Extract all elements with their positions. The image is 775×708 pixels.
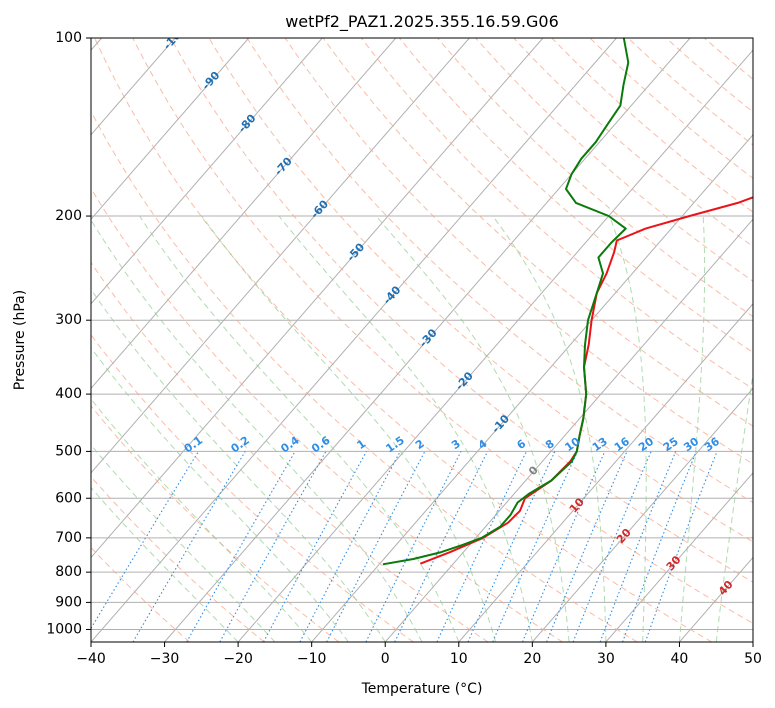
dry-adiabat-line — [170, 38, 753, 583]
dry-adiabat-line — [91, 333, 414, 642]
isotherm-gridline — [91, 38, 397, 390]
dry-adiabat-line — [399, 38, 753, 354]
moist-adiabat-line — [715, 370, 753, 642]
moist-adiabat-line — [91, 288, 386, 642]
mixing-ratio-line — [436, 451, 527, 642]
chart-title: wetPf2_PAZ1.2025.355.16.59.G06 — [285, 12, 559, 32]
mixing-ratio-line — [186, 451, 296, 642]
isotherm-gridline — [91, 38, 617, 642]
mixing-ratio-line — [492, 451, 579, 642]
isotherm-gridline — [164, 38, 691, 642]
dry-adiabat-line — [513, 38, 753, 248]
x-tick-label: −20 — [223, 651, 253, 667]
mixing-ratio-label: 0.4 — [278, 433, 302, 455]
x-tick-label: 40 — [671, 651, 689, 667]
dry-adiabat-line — [94, 38, 713, 642]
moist-adiabat-line — [91, 398, 313, 642]
mixing-ratio-label: 0.1 — [182, 434, 205, 456]
dry-adiabat-line — [703, 38, 753, 80]
mixing-ratio-line — [394, 451, 489, 642]
moist-adiabat-line — [91, 219, 423, 642]
mixing-ratio-label: 1 — [355, 437, 369, 452]
mixing-ratio-line — [263, 451, 367, 642]
dewpoint-profile-line — [382, 38, 630, 566]
moist-adiabat-line — [375, 215, 570, 642]
y-tick-label: 800 — [55, 564, 82, 580]
isotherm-gridline — [91, 38, 544, 559]
dry-adiabat-line — [91, 187, 563, 642]
dry-adiabat-line — [475, 38, 753, 282]
mixing-ratio-label: 8 — [543, 437, 557, 452]
isotherm-gridline — [91, 38, 470, 474]
y-tick-label: 700 — [55, 530, 82, 546]
isotherm-gridline — [237, 49, 753, 642]
mixing-ratio-line — [622, 451, 697, 642]
mixing-ratio-line — [467, 451, 556, 642]
x-tick-label: −40 — [76, 651, 106, 667]
y-tick-label: 900 — [55, 594, 82, 610]
plot-frame — [90, 37, 754, 643]
x-tick-label: 30 — [597, 651, 615, 667]
moist-adiabat-line — [678, 215, 706, 642]
mixing-ratio-line — [572, 451, 652, 642]
x-tick-label: 50 — [744, 651, 762, 667]
x-axis-title: Temperature (°C) — [361, 681, 483, 697]
y-tick-label: 300 — [55, 312, 82, 328]
mixing-ratio-line — [599, 451, 677, 642]
dry-adiabat-line — [91, 546, 191, 642]
dry-adiabat-line — [589, 38, 753, 179]
x-tick-label: −10 — [297, 651, 327, 667]
moist-adiabat-line — [201, 215, 497, 642]
mixing-ratio-label: 0.2 — [228, 434, 251, 456]
y-tick-label: 600 — [55, 490, 82, 506]
isotherm-gridline — [311, 133, 753, 642]
mixing-ratio-label: 3 — [449, 437, 463, 452]
isotherm-gridline — [605, 472, 753, 642]
mixing-ratio-line — [91, 451, 199, 630]
dry-adiabat-line — [284, 38, 753, 465]
y-tick-label: 200 — [55, 208, 82, 224]
mixing-ratio-label: 2 — [413, 437, 427, 452]
moist-adiabat-line — [609, 215, 647, 642]
dry-adiabat-line — [208, 38, 753, 543]
moist-adiabat-line — [139, 215, 460, 642]
dry-adiabat-line — [91, 405, 340, 642]
dry-adiabat-line — [91, 475, 265, 642]
isotherm-gridline — [531, 387, 753, 642]
x-tick-label: 10 — [450, 651, 468, 667]
moist-adiabat-line — [278, 215, 533, 642]
y-axis-title: Pressure (hPa) — [12, 290, 28, 390]
mixing-ratio-line — [365, 451, 462, 642]
isotherm-gridline — [458, 303, 753, 642]
y-tick-label: 1000 — [46, 621, 82, 637]
y-tick-label: 400 — [55, 386, 82, 402]
isotherm-gridline — [91, 38, 250, 221]
y-tick-label: 500 — [55, 443, 82, 459]
dry-adiabat-line — [246, 38, 753, 504]
mixing-ratio-line — [644, 451, 718, 642]
moist-adiabat-line — [91, 444, 276, 642]
moist-adiabat-line — [492, 215, 607, 642]
mixing-ratio-line — [546, 451, 628, 642]
dry-adiabat-line — [91, 110, 638, 642]
x-tick-label: −30 — [150, 651, 180, 667]
mixing-ratio-line — [219, 451, 327, 642]
moist-adiabat-line — [91, 486, 239, 642]
moist-adiabat-line — [91, 346, 349, 642]
isotherm-gridline — [752, 641, 753, 642]
x-tick-label: 20 — [523, 651, 541, 667]
isotherm-gridline — [91, 38, 323, 305]
dry-adiabat-line — [91, 261, 489, 642]
dry-adiabat-line — [437, 38, 753, 318]
mixing-ratio-label: 6 — [515, 437, 529, 452]
mixing-ratio-line — [521, 451, 606, 642]
y-tick-label: 100 — [55, 30, 82, 46]
x-tick-label: 0 — [381, 651, 390, 667]
dry-adiabat-line — [665, 38, 753, 113]
